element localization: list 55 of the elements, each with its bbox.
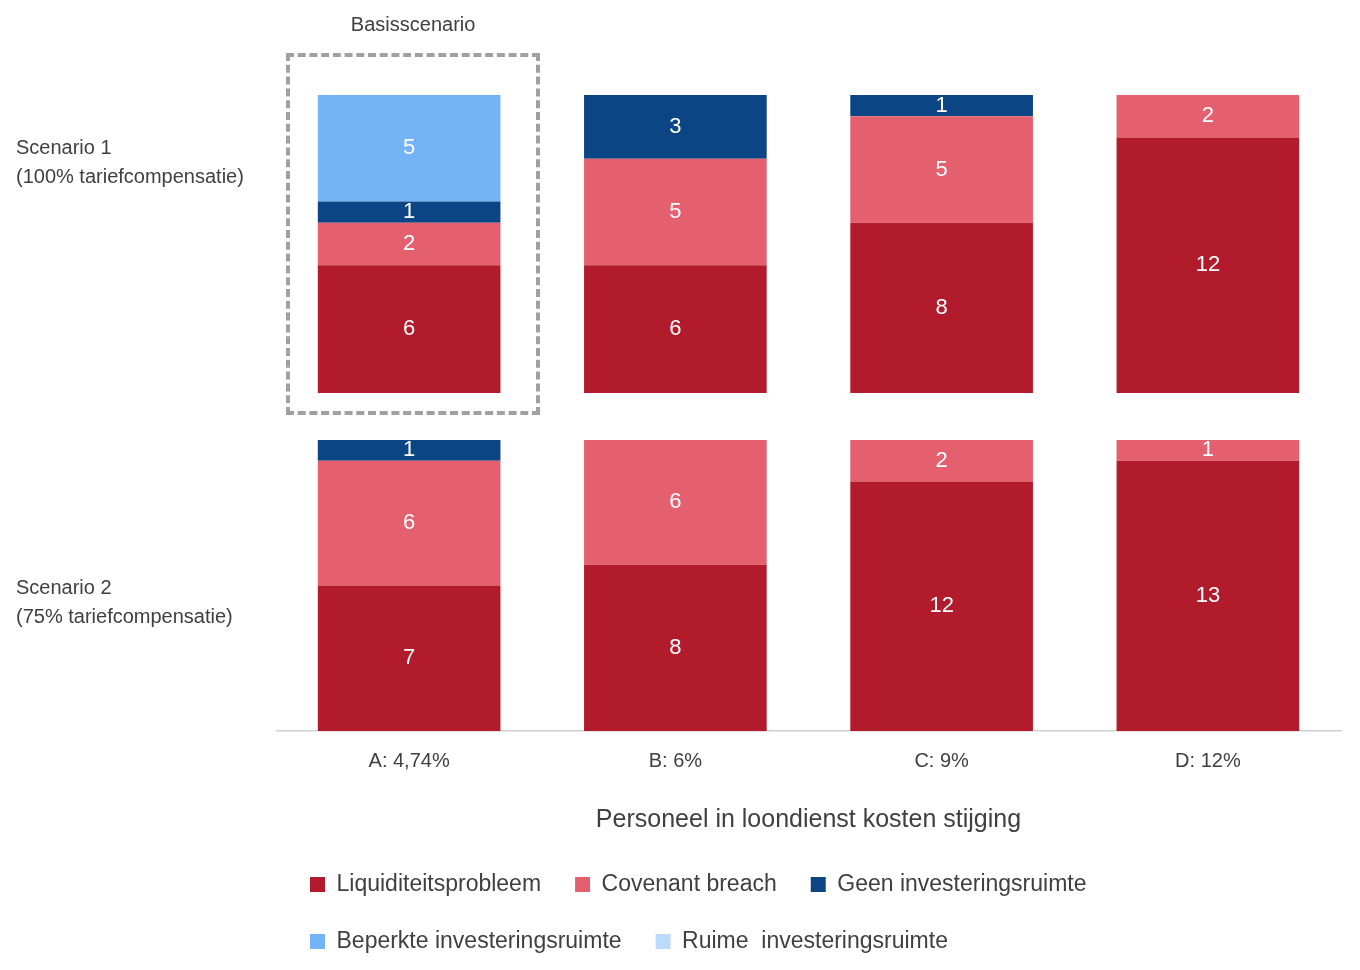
bar bbox=[317, 460, 501, 586]
x-axis-title: Personeel in loondienst kosten stijging bbox=[595, 803, 1022, 832]
y-axis-title: Scenario 2 (75% tariefcompensatie) bbox=[16, 575, 233, 629]
x-tick-label: B: 6% bbox=[648, 748, 703, 771]
x-tick-label: D: 12% bbox=[1175, 748, 1241, 771]
bar bbox=[317, 95, 501, 202]
data-label: 8 bbox=[669, 633, 682, 659]
data-label: 13 bbox=[1195, 581, 1221, 607]
data-label: 6 bbox=[403, 315, 416, 341]
legend-label: Beperkte investeringsruimte bbox=[336, 926, 622, 953]
data-label: 1 bbox=[1201, 436, 1214, 462]
data-label: 8 bbox=[935, 293, 948, 319]
x-tick-label: A: 4,74% bbox=[368, 748, 450, 771]
data-label: 2 bbox=[935, 446, 948, 472]
bar bbox=[850, 95, 1033, 117]
data-label: 2 bbox=[1201, 102, 1214, 128]
data-label: 1 bbox=[403, 436, 416, 462]
data-label: 6 bbox=[669, 315, 682, 341]
bar bbox=[584, 95, 767, 159]
bar bbox=[317, 222, 501, 266]
legend-label: Covenant breach bbox=[601, 869, 777, 896]
data-label: 2 bbox=[403, 230, 416, 256]
data-label: 6 bbox=[669, 488, 682, 514]
legend-label: Geen investeringsruimte bbox=[837, 869, 1087, 896]
y-axis-title: Scenario 1 (100% tariefcompensatie) bbox=[16, 135, 244, 189]
legend-label: Ruime investeringsruimte bbox=[682, 926, 948, 953]
data-label: 5 bbox=[403, 134, 416, 160]
bar bbox=[584, 440, 767, 565]
bar bbox=[850, 116, 1033, 223]
bar bbox=[584, 265, 767, 393]
bar bbox=[1116, 460, 1300, 731]
legend-label: Liquiditeitsprobleem bbox=[336, 869, 542, 896]
text: Basisscenario bbox=[349, 13, 477, 36]
bar bbox=[1116, 440, 1300, 461]
bar bbox=[1116, 95, 1300, 138]
data-label: 6 bbox=[403, 509, 416, 535]
data-label: 1 bbox=[935, 91, 948, 117]
x-tick-label: C: 9% bbox=[914, 748, 970, 771]
bar bbox=[317, 585, 501, 731]
data-label: 3 bbox=[669, 112, 682, 138]
bar bbox=[850, 440, 1033, 482]
data-label: 7 bbox=[403, 644, 416, 670]
bar bbox=[850, 481, 1033, 731]
bar bbox=[850, 222, 1033, 393]
bar bbox=[1116, 137, 1300, 393]
data-label: 5 bbox=[669, 198, 682, 224]
bar bbox=[317, 440, 501, 461]
data-label: 12 bbox=[929, 592, 954, 618]
bar bbox=[584, 158, 767, 266]
data-label: 12 bbox=[1195, 251, 1221, 277]
data-label: 5 bbox=[935, 155, 948, 181]
bar bbox=[584, 564, 767, 731]
data-label: 1 bbox=[403, 198, 416, 224]
bar bbox=[317, 265, 501, 393]
bar bbox=[317, 201, 501, 223]
